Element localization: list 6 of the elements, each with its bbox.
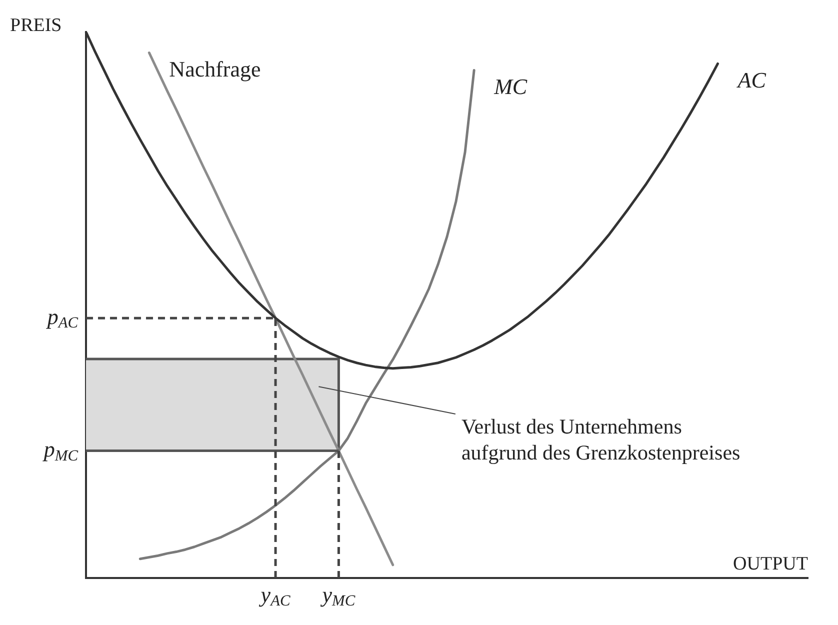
y-axis-title: PREIS — [10, 14, 62, 36]
x-axis-title: OUTPUT — [733, 553, 808, 574]
series-label: MC — [493, 74, 528, 99]
series-label: Nachfrage — [169, 56, 261, 82]
annotation: Verlust des Unternehmens aufgrund des Grenzkostenpreises — [461, 414, 740, 465]
series-label: AC — [736, 67, 766, 92]
